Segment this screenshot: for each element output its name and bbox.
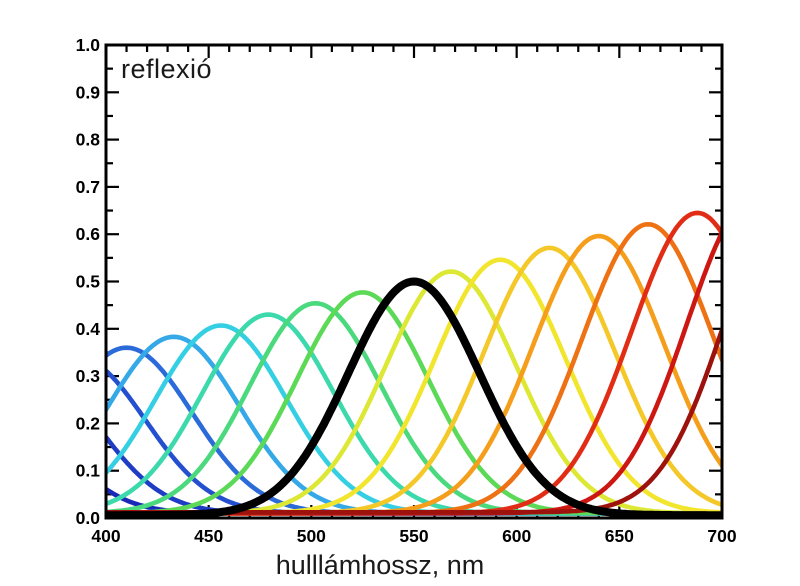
y-tick-label: 0.5 [76, 272, 101, 292]
y-tick-label: 0.2 [76, 413, 101, 433]
curve-410nm [107, 345, 721, 516]
x-tick-label: 400 [91, 526, 120, 546]
curve-550nm-black [107, 277, 721, 517]
x-tick-label: 700 [707, 526, 736, 546]
x-tick-label: 650 [605, 526, 634, 546]
x-tick-label: 450 [194, 526, 223, 546]
y-tick-label: 0.3 [76, 366, 101, 386]
plot-border [104, 43, 724, 520]
chart-title: reflexió [121, 54, 213, 84]
y-tick-label: 0.7 [76, 177, 100, 197]
x-tick-label: 500 [297, 526, 326, 546]
x-axis-title: hulllámhossz, nm [275, 550, 485, 580]
y-tick-label: 0.4 [76, 319, 101, 339]
x-tick-label: 600 [502, 526, 531, 546]
y-tick-label: 0.1 [76, 461, 101, 481]
y-tick-label: 0.6 [76, 224, 101, 244]
y-tick-label: 0.9 [76, 82, 101, 102]
y-tick-label: 0.8 [76, 130, 101, 150]
curves-group [107, 210, 721, 517]
y-tick-label: 1.0 [76, 35, 101, 55]
x-tick-label: 550 [399, 526, 428, 546]
y-tick-label: 0.0 [76, 508, 101, 528]
